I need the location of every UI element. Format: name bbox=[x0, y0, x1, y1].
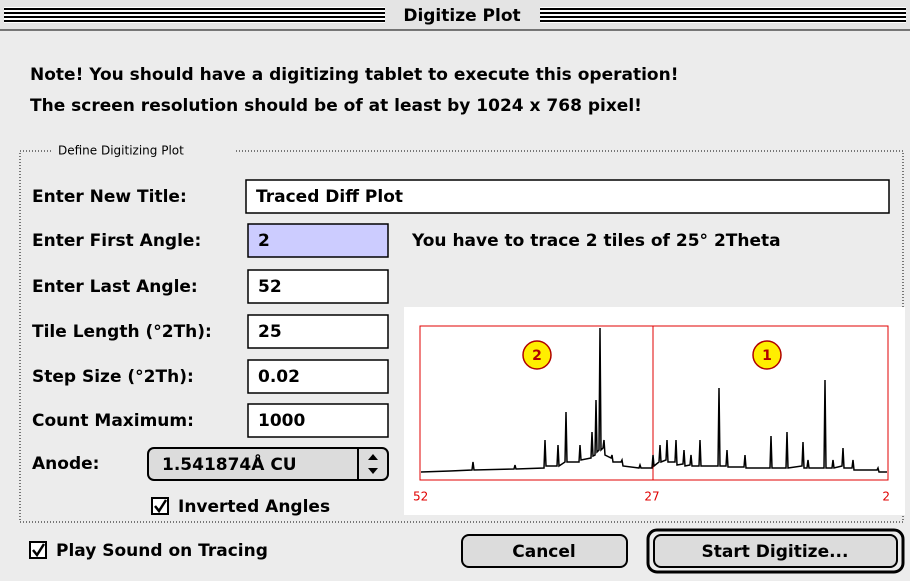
anode-popup[interactable] bbox=[147, 447, 389, 481]
checkbox-label: Play Sound on Tracing bbox=[56, 541, 268, 561]
axis-label: 52 bbox=[413, 490, 428, 504]
field-label: Tile Length (°2Th): bbox=[32, 322, 212, 342]
tile-marker bbox=[752, 340, 782, 370]
field-value: 0.02 bbox=[258, 367, 300, 387]
tile-marker bbox=[522, 340, 552, 370]
checkbox-label: Inverted Angles bbox=[178, 497, 330, 517]
text-field[interactable] bbox=[247, 314, 389, 349]
info-text: You have to trace 2 tiles of 25° 2Theta bbox=[411, 231, 781, 251]
tile-number: 1 bbox=[762, 348, 772, 364]
window-title: Digitize Plot bbox=[403, 6, 520, 26]
text-field[interactable] bbox=[247, 269, 389, 304]
text-field[interactable] bbox=[247, 223, 389, 258]
field-value: 2 bbox=[258, 231, 270, 251]
note-line: The screen resolution should be of at le… bbox=[30, 96, 642, 116]
anode-value: 1.541874Å CU bbox=[162, 452, 297, 475]
tile-frame bbox=[419, 325, 889, 481]
button-label: Start Digitize... bbox=[702, 542, 849, 562]
field-value: 52 bbox=[258, 277, 282, 297]
note-line: Note! You should have a digitizing table… bbox=[30, 65, 678, 85]
text-field[interactable] bbox=[245, 179, 890, 214]
text-field[interactable] bbox=[247, 359, 389, 394]
button-label: Cancel bbox=[512, 542, 575, 562]
checkmark bbox=[154, 499, 168, 514]
axis-label: 27 bbox=[644, 490, 659, 504]
field-value: Traced Diff Plot bbox=[256, 187, 403, 207]
field-value: 25 bbox=[258, 322, 282, 342]
group-legend: Define Digitizing Plot bbox=[58, 144, 184, 158]
start-button[interactable] bbox=[653, 534, 898, 568]
preview-area bbox=[404, 307, 905, 515]
title-backdrop bbox=[385, 3, 540, 27]
field-label: Count Maximum: bbox=[32, 411, 194, 431]
tile-number: 2 bbox=[532, 348, 542, 364]
cancel-button[interactable] bbox=[461, 534, 628, 568]
default-ring bbox=[646, 528, 905, 574]
checkmark bbox=[32, 543, 46, 558]
field-label: Enter First Angle: bbox=[32, 231, 201, 251]
popup-arrows bbox=[368, 454, 378, 474]
text-field[interactable] bbox=[247, 403, 389, 438]
trace-illustration bbox=[420, 327, 887, 473]
field-label: Enter Last Angle: bbox=[32, 277, 198, 297]
field-label: Enter New Title: bbox=[32, 187, 187, 207]
field-label: Step Size (°2Th): bbox=[32, 367, 194, 387]
field-value: 1000 bbox=[258, 411, 305, 431]
anode-label: Anode: bbox=[32, 454, 99, 474]
axis-label: 2 bbox=[882, 490, 890, 504]
legend-backdrop bbox=[52, 142, 234, 160]
